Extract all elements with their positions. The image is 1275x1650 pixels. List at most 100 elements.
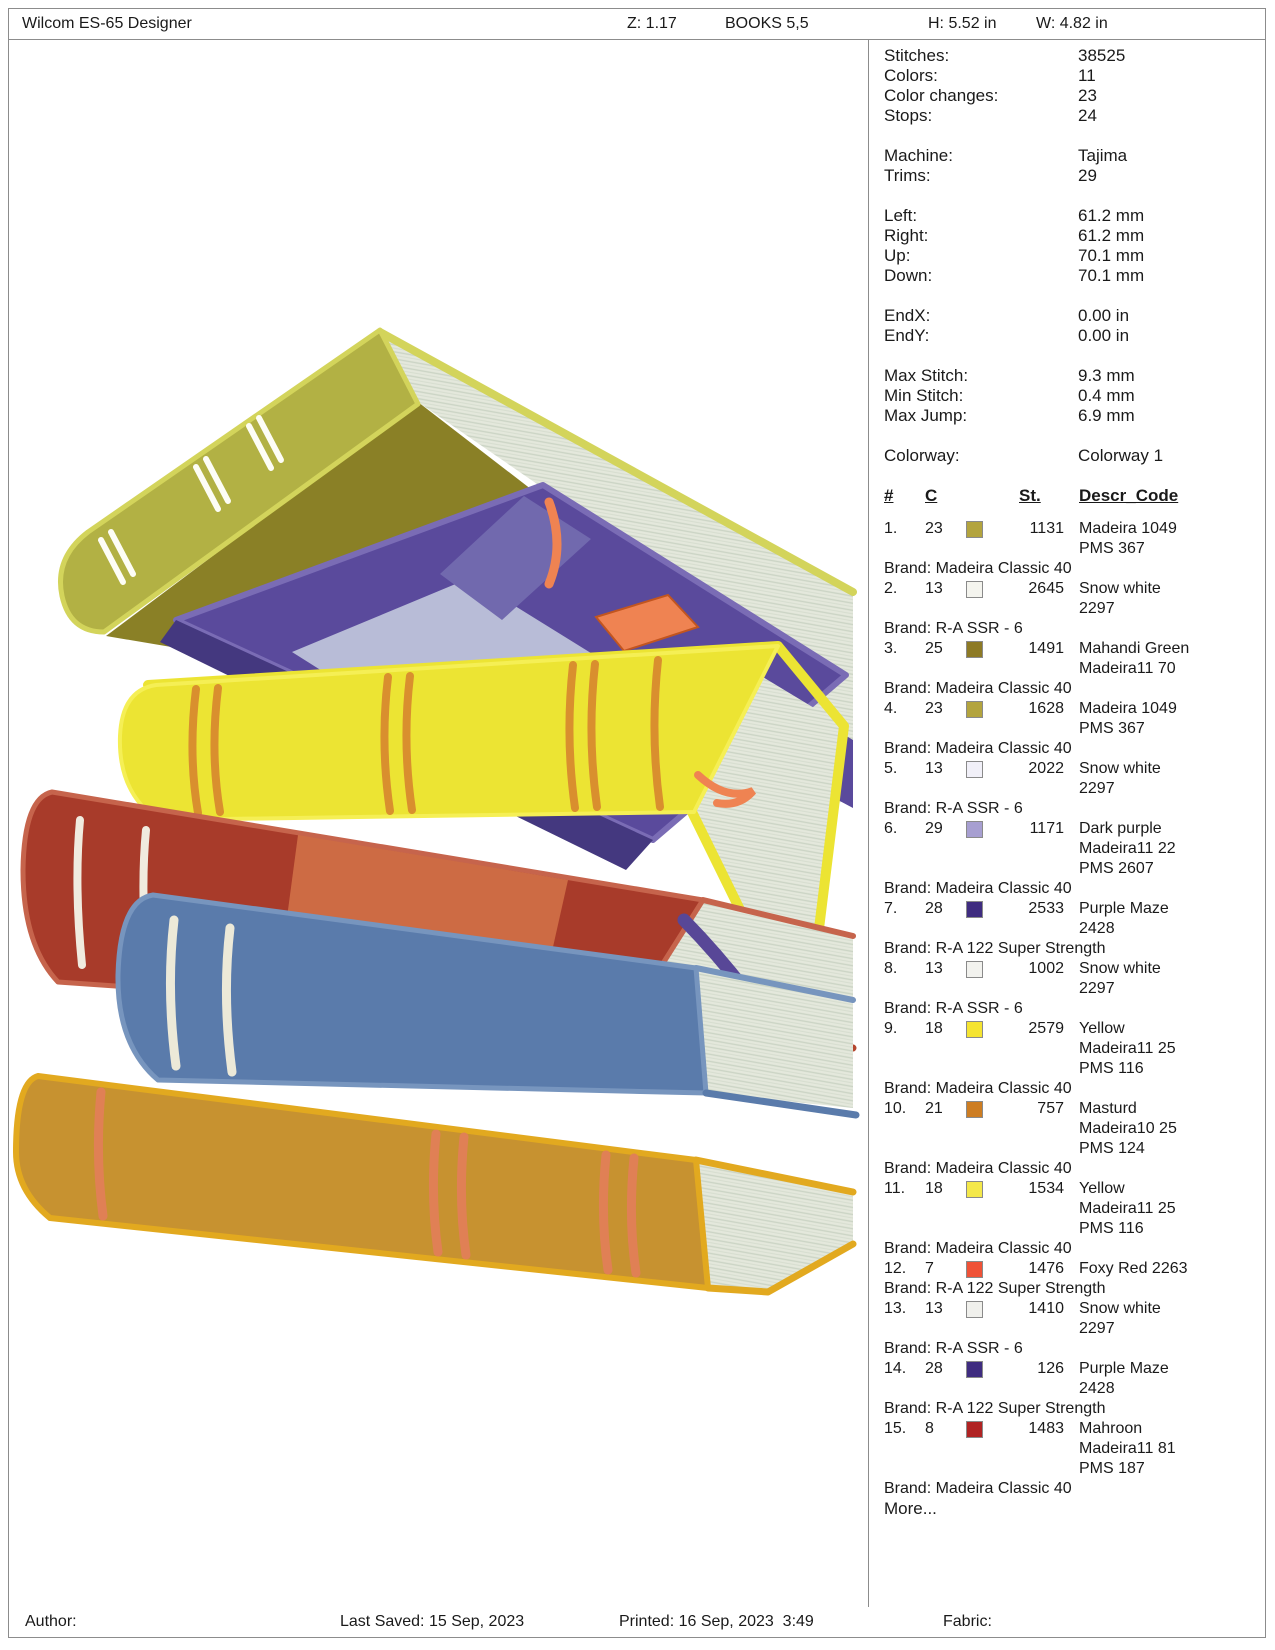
stat-value: 6.9 mm xyxy=(1078,406,1135,425)
bookmark-orange-diamond xyxy=(594,593,700,653)
thread-number: 7. xyxy=(884,900,898,917)
stat-row: Max Stitch: 9.3 mm xyxy=(884,366,1260,386)
thread-number: 14. xyxy=(884,1360,907,1377)
stat-row: Min Stitch: 0.4 mm xyxy=(884,386,1260,406)
stat-group: Max Stitch: 9.3 mm Min Stitch: 0.4 mm Ma… xyxy=(884,366,1260,426)
thread-row: 5. 13 2022 Snow white 2297 xyxy=(884,759,1260,799)
thread-row: 10. 21 757 Masturd Madeira10 25 PMS 124 xyxy=(884,1099,1260,1159)
book-mustard-top-piping xyxy=(692,1156,857,1196)
stat-row: Colors: 11 xyxy=(884,66,1260,86)
design-width: W: 4.82 in xyxy=(1036,15,1108,32)
thread-brand: Brand: R-A 122 Super Strength xyxy=(884,1280,1106,1297)
thread-brand: Brand: Madeira Classic 40 xyxy=(884,880,1072,897)
thread-description: Yellow Madeira11 25 PMS 116 xyxy=(1079,1020,1176,1077)
thread-row: 1. 23 1131 Madeira 1049 PMS 367 xyxy=(884,519,1260,559)
thread-description: Snow white 2297 xyxy=(1079,580,1161,617)
stat-label: Colorway: xyxy=(884,446,960,465)
stat-label: EndX: xyxy=(884,306,931,325)
stat-label: Left: xyxy=(884,206,918,225)
thread-needle: 28 xyxy=(925,1360,943,1377)
thread-number: 12. xyxy=(884,1260,907,1277)
stat-value: 24 xyxy=(1078,106,1097,125)
thread-row: 7. 28 2533 Purple Maze 2428 xyxy=(884,899,1260,939)
thread-color-swatch xyxy=(966,1181,983,1198)
thread-brand: Brand: R-A 122 Super Strength xyxy=(884,940,1106,957)
thread-description: Purple Maze 2428 xyxy=(1079,900,1169,937)
thread-brand: Brand: R-A SSR - 6 xyxy=(884,800,1023,817)
stat-row: Trims: 29 xyxy=(884,166,1260,186)
stat-label: Right: xyxy=(884,226,929,245)
thread-row: 11. 18 1534 Yellow Madeira11 25 PMS 116 xyxy=(884,1179,1260,1239)
stat-group: EndX: 0.00 in EndY: 0.00 in xyxy=(884,306,1260,346)
thread-color-swatch xyxy=(966,1021,983,1038)
thread-row: 13. 13 1410 Snow white 2297 xyxy=(884,1299,1260,1339)
thread-color-swatch xyxy=(966,901,983,918)
thread-color-swatch xyxy=(966,1361,983,1378)
thread-table: 1. 23 1131 Madeira 1049 PMS 367 Brand: M… xyxy=(884,519,1260,1499)
stat-group: Stitches: 38525 Colors: 11 Color changes… xyxy=(884,46,1260,126)
thread-needle: 21 xyxy=(925,1100,943,1117)
thread-color-swatch xyxy=(966,701,983,718)
design-info-panel: Stitches: 38525 Colors: 11 Color changes… xyxy=(884,40,1260,1607)
stat-value: 0.00 in xyxy=(1078,306,1130,325)
app-title: Wilcom ES-65 Designer xyxy=(22,15,192,32)
thread-needle: 18 xyxy=(925,1020,943,1037)
thread-row: 12. 7 1476 Foxy Red 2263 xyxy=(884,1259,1260,1279)
book-blue-spine-stripes xyxy=(165,915,237,1077)
design-height: H: 5.52 in xyxy=(928,15,997,32)
thread-color-swatch xyxy=(966,961,983,978)
thread-color-swatch xyxy=(966,761,983,778)
col-description: Descr_Code xyxy=(1079,486,1179,505)
stat-value: 23 xyxy=(1078,86,1097,105)
last-saved-label: Last Saved: 15 Sep, 2023 xyxy=(340,1613,525,1630)
book-olive-top-piping xyxy=(376,328,857,596)
thread-needle: 13 xyxy=(925,1300,943,1317)
col-number: # xyxy=(884,486,894,505)
stat-label: Trims: xyxy=(884,166,931,185)
bottom-info-bar: Author: Last Saved: 15 Sep, 2023 Printed… xyxy=(8,1607,1266,1638)
thread-brand: Brand: Madeira Classic 40 xyxy=(884,1480,1072,1497)
thread-description: Purple Maze 2428 xyxy=(1079,1360,1169,1397)
stat-value: 61.2 mm xyxy=(1078,206,1145,225)
stat-value: 9.3 mm xyxy=(1078,366,1135,385)
page-border xyxy=(8,8,1266,1638)
stat-label: Down: xyxy=(884,266,933,285)
thread-stitch-count: 1534 xyxy=(1028,1180,1064,1197)
thread-description: Snow white 2297 xyxy=(1079,1300,1161,1337)
thread-needle: 23 xyxy=(925,700,943,717)
stat-row: Left: 61.2 mm xyxy=(884,206,1260,226)
thread-color-swatch xyxy=(966,1421,983,1438)
thread-row: 15. 8 1483 Mahroon Madeira11 81 PMS 187 xyxy=(884,1419,1260,1479)
thread-needle: 13 xyxy=(925,580,943,597)
thread-description: Snow white 2297 xyxy=(1079,960,1161,997)
thread-stitch-count: 1171 xyxy=(1029,820,1064,837)
stat-value: 11 xyxy=(1078,66,1096,85)
book-blue xyxy=(115,892,860,1119)
book-mustard-spine-stripes xyxy=(93,1087,641,1278)
thread-stitch-count: 1491 xyxy=(1028,640,1064,657)
thread-brand: Brand: Madeira Classic 40 xyxy=(884,1160,1072,1177)
thread-needle: 23 xyxy=(925,520,943,537)
thread-row: 6. 29 1171 Dark purple Madeira11 22 PMS … xyxy=(884,819,1260,879)
thread-stitch-count: 1483 xyxy=(1028,1420,1064,1437)
bookmark-orange-hook xyxy=(694,771,757,808)
more-label: More... xyxy=(884,1499,937,1518)
stat-value: Tajima xyxy=(1078,146,1128,165)
stat-value: 0.4 mm xyxy=(1078,386,1135,405)
thread-needle: 8 xyxy=(925,1420,934,1437)
book-blue-pages xyxy=(696,968,853,1108)
thread-number: 13. xyxy=(884,1300,907,1317)
stat-value: 70.1 mm xyxy=(1078,246,1145,265)
stat-row: EndY: 0.00 in xyxy=(884,326,1260,346)
top-info-bar: Wilcom ES-65 Designer Z: 1.17 BOOKS 5,5 … xyxy=(8,8,1266,40)
thread-brand: Brand: R-A SSR - 6 xyxy=(884,1340,1023,1357)
stat-row: Stitches: 38525 xyxy=(884,46,1260,66)
thread-number: 2. xyxy=(884,580,898,597)
thread-number: 11. xyxy=(884,1180,906,1197)
thread-needle: 29 xyxy=(925,820,943,837)
thread-row: 14. 28 126 Purple Maze 2428 xyxy=(884,1359,1260,1399)
thread-brand: Brand: R-A SSR - 6 xyxy=(884,620,1023,637)
thread-number: 3. xyxy=(884,640,898,657)
author-label: Author: xyxy=(25,1613,77,1630)
